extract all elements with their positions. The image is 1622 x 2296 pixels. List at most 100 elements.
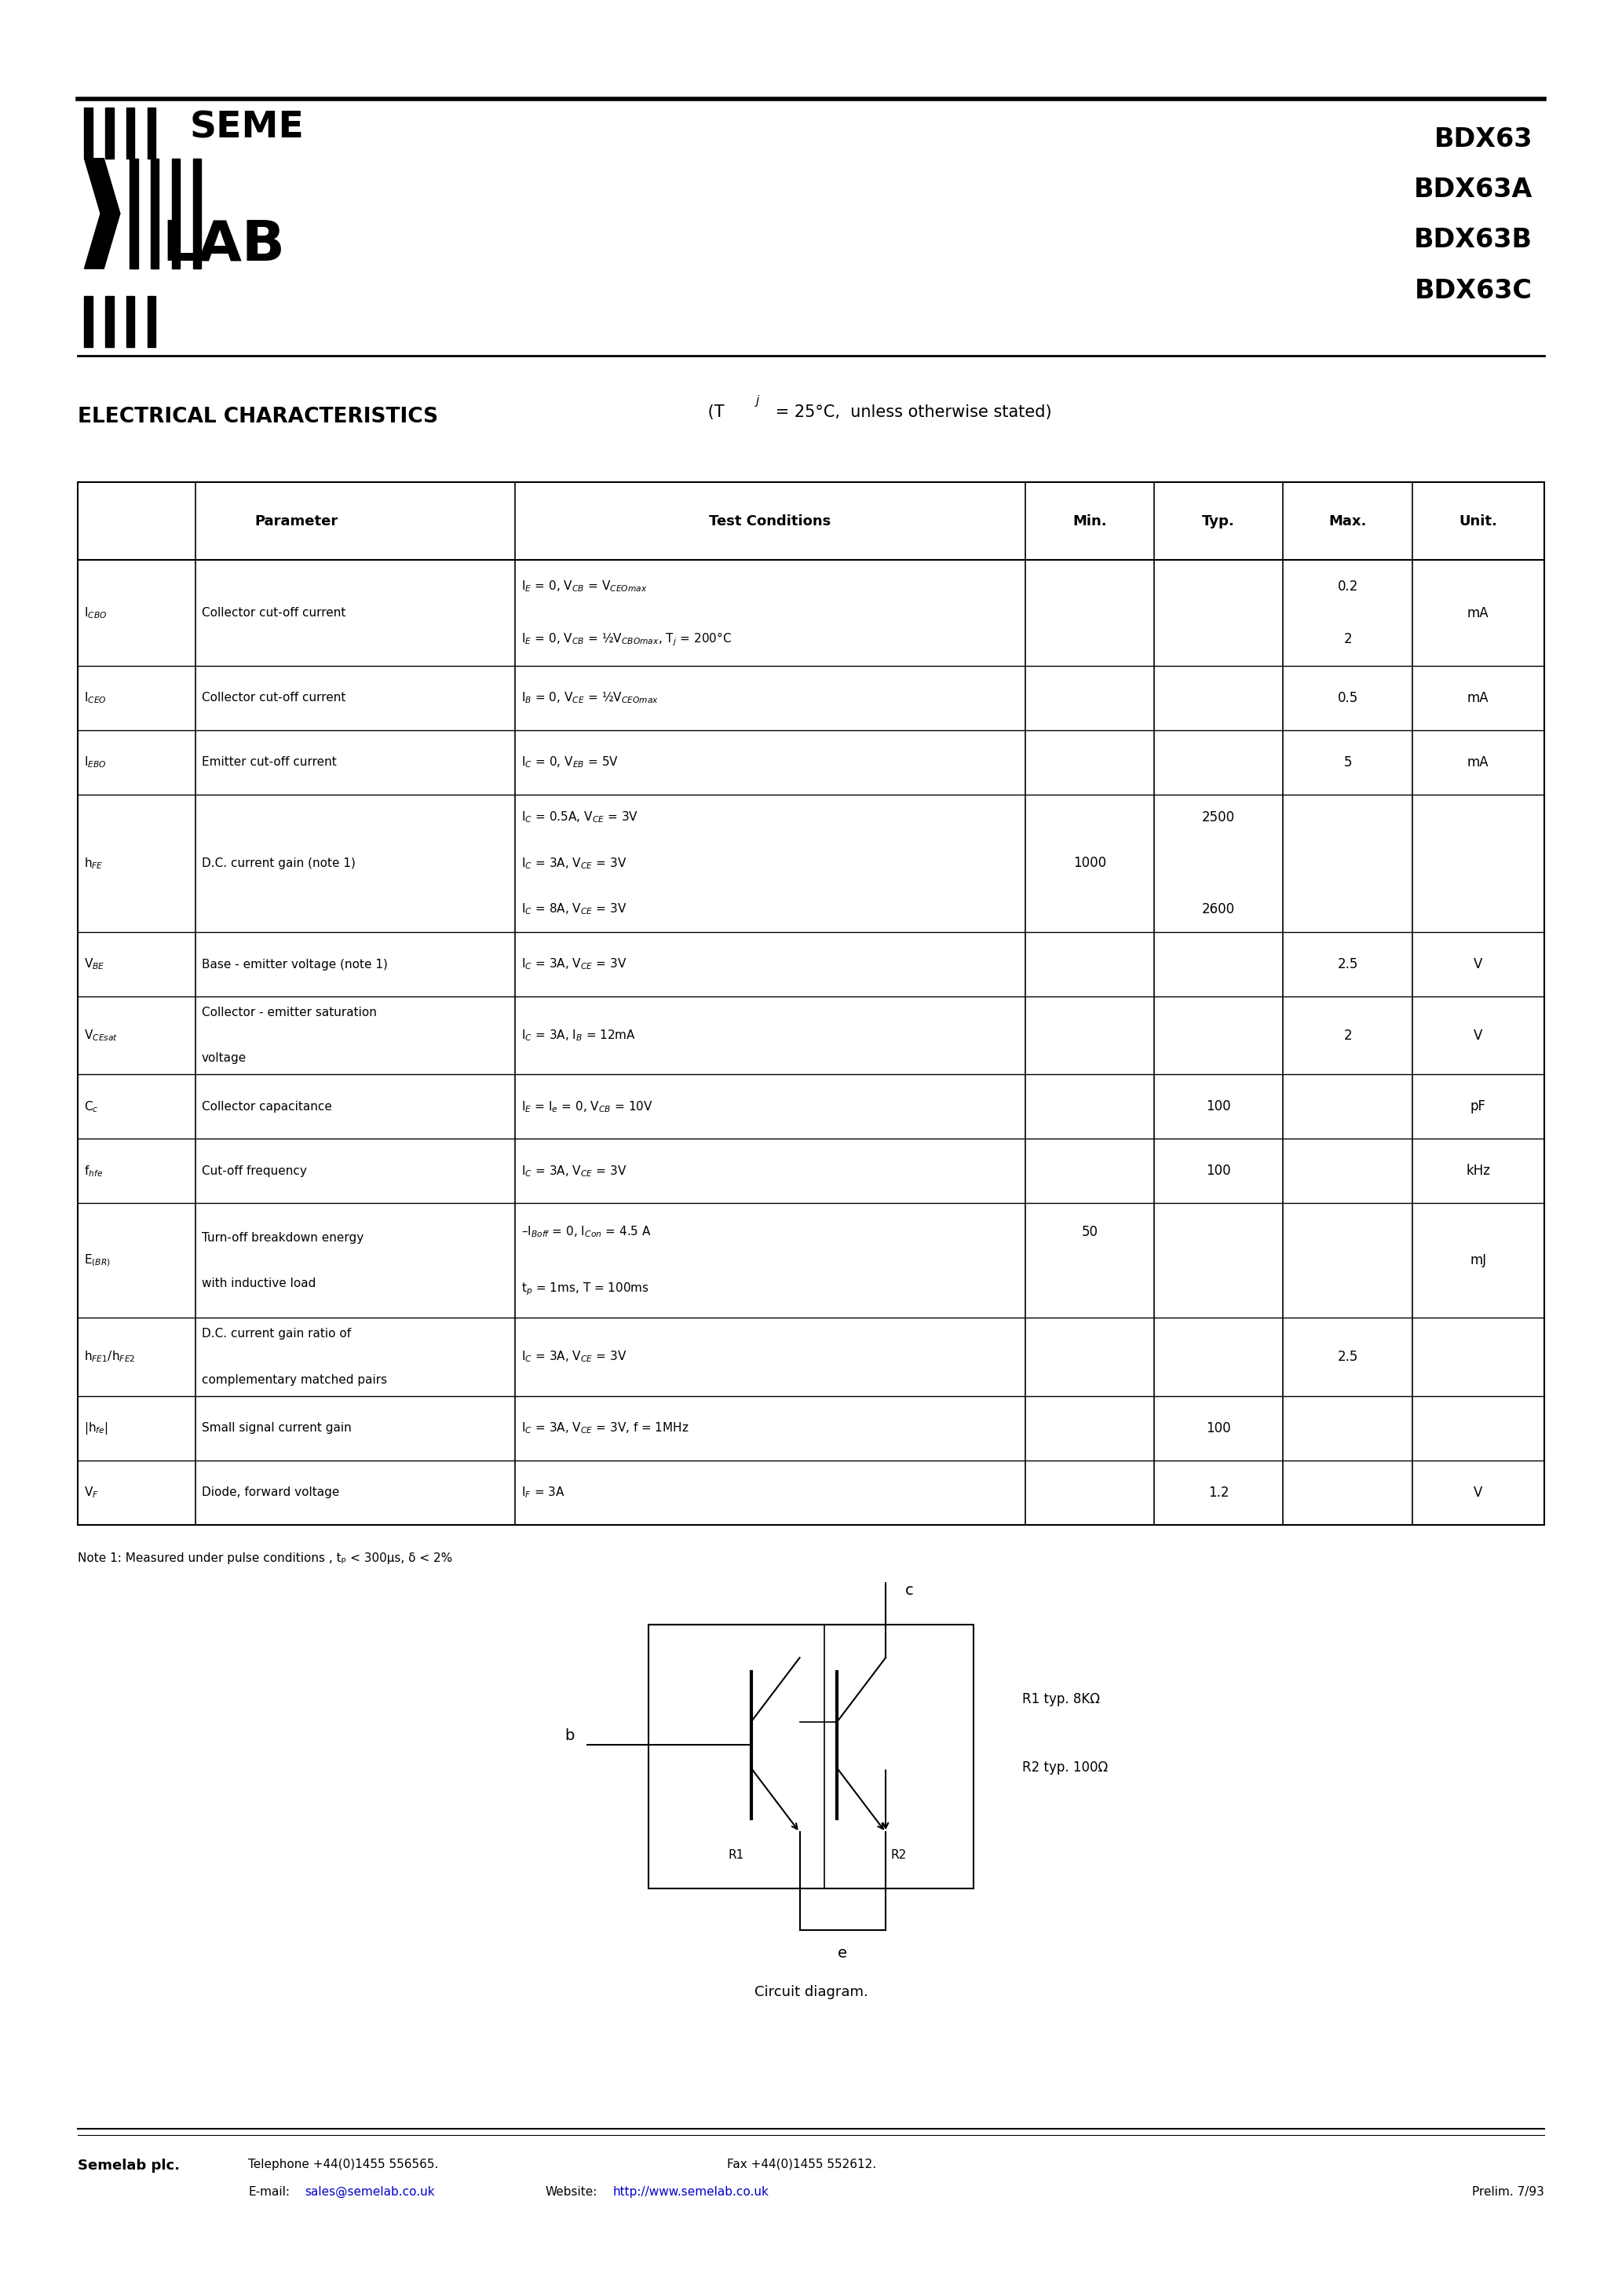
Text: I$_C$ = 3A, V$_{CE}$ = 3V: I$_C$ = 3A, V$_{CE}$ = 3V xyxy=(521,1350,626,1364)
Bar xyxy=(172,158,180,269)
Text: Typ.: Typ. xyxy=(1202,514,1234,528)
Text: 100: 100 xyxy=(1207,1164,1231,1178)
Text: b: b xyxy=(564,1729,574,1743)
Text: Circuit diagram.: Circuit diagram. xyxy=(754,1984,868,2000)
Text: = 25°C,  unless otherwise stated): = 25°C, unless otherwise stated) xyxy=(770,404,1053,420)
Text: Emitter cut-off current: Emitter cut-off current xyxy=(201,755,336,769)
Text: Parameter: Parameter xyxy=(255,514,337,528)
Text: V: V xyxy=(1474,1029,1483,1042)
Text: R2: R2 xyxy=(890,1848,907,1860)
Text: Fax +44(0)1455 552612.: Fax +44(0)1455 552612. xyxy=(727,2158,876,2170)
Text: 2500: 2500 xyxy=(1202,810,1236,824)
Text: Small signal current gain: Small signal current gain xyxy=(201,1421,352,1435)
Text: I$_{EBO}$: I$_{EBO}$ xyxy=(84,755,107,769)
Bar xyxy=(130,158,138,269)
Text: BDX63B: BDX63B xyxy=(1414,227,1533,253)
Text: V$_{BE}$: V$_{BE}$ xyxy=(84,957,105,971)
Text: Unit.: Unit. xyxy=(1458,514,1497,528)
Text: R1 typ. 8KΩ: R1 typ. 8KΩ xyxy=(1022,1692,1100,1706)
Text: I$_F$ = 3A: I$_F$ = 3A xyxy=(521,1486,564,1499)
Text: ELECTRICAL CHARACTERISTICS: ELECTRICAL CHARACTERISTICS xyxy=(78,406,438,427)
Text: Diode, forward voltage: Diode, forward voltage xyxy=(201,1486,339,1499)
Bar xyxy=(84,108,92,158)
Text: BDX63C: BDX63C xyxy=(1414,278,1533,303)
Text: 2.5: 2.5 xyxy=(1337,1350,1358,1364)
Text: I$_E$ = 0, V$_{CB}$ = V$_{CEOmax}$: I$_E$ = 0, V$_{CB}$ = V$_{CEOmax}$ xyxy=(521,579,647,595)
Text: mJ: mJ xyxy=(1470,1254,1486,1267)
Text: 100: 100 xyxy=(1207,1100,1231,1114)
Bar xyxy=(151,158,159,269)
Bar xyxy=(105,296,114,347)
Polygon shape xyxy=(84,214,120,269)
Text: pF: pF xyxy=(1470,1100,1486,1114)
Text: C$_c$: C$_c$ xyxy=(84,1100,99,1114)
Text: kHz: kHz xyxy=(1466,1164,1491,1178)
Text: V: V xyxy=(1474,957,1483,971)
Bar xyxy=(105,108,114,158)
Text: mA: mA xyxy=(1468,606,1489,620)
Text: j: j xyxy=(756,395,759,406)
Text: D.C. current gain (note 1): D.C. current gain (note 1) xyxy=(201,856,355,870)
Text: I$_E$ = I$_e$ = 0, V$_{CB}$ = 10V: I$_E$ = I$_e$ = 0, V$_{CB}$ = 10V xyxy=(521,1100,654,1114)
Text: h$_{FE1}$/h$_{FE2}$: h$_{FE1}$/h$_{FE2}$ xyxy=(84,1350,136,1364)
Text: 2: 2 xyxy=(1343,1029,1351,1042)
Text: 1000: 1000 xyxy=(1074,856,1106,870)
Text: I$_C$ = 3A, V$_{CE}$ = 3V, f = 1MHz: I$_C$ = 3A, V$_{CE}$ = 3V, f = 1MHz xyxy=(521,1421,689,1435)
Text: Collector cut-off current: Collector cut-off current xyxy=(201,606,345,620)
Text: Collector - emitter saturation: Collector - emitter saturation xyxy=(201,1006,376,1019)
Text: voltage: voltage xyxy=(201,1052,247,1065)
Text: Semelab plc.: Semelab plc. xyxy=(78,2158,180,2172)
Text: 5: 5 xyxy=(1343,755,1351,769)
Text: 0.5: 0.5 xyxy=(1338,691,1358,705)
Text: f$_{hfe}$: f$_{hfe}$ xyxy=(84,1164,104,1178)
Text: BDX63A: BDX63A xyxy=(1414,177,1533,202)
Text: c: c xyxy=(905,1584,913,1598)
Text: Website:: Website: xyxy=(545,2186,597,2197)
Text: t$_p$ = 1ms, T = 100ms: t$_p$ = 1ms, T = 100ms xyxy=(521,1281,649,1297)
Text: sales@semelab.co.uk: sales@semelab.co.uk xyxy=(305,2186,435,2197)
Text: Collector capacitance: Collector capacitance xyxy=(201,1100,333,1114)
Text: Telephone +44(0)1455 556565.: Telephone +44(0)1455 556565. xyxy=(248,2158,438,2170)
Text: I$_{CEO}$: I$_{CEO}$ xyxy=(84,691,107,705)
Text: complementary matched pairs: complementary matched pairs xyxy=(201,1373,388,1387)
Text: 1.2: 1.2 xyxy=(1208,1486,1229,1499)
Text: 50: 50 xyxy=(1082,1224,1098,1240)
Text: Cut-off frequency: Cut-off frequency xyxy=(201,1164,307,1178)
Text: –I$_{Boff}$ = 0, I$_{Con}$ = 4.5 A: –I$_{Boff}$ = 0, I$_{Con}$ = 4.5 A xyxy=(521,1224,652,1240)
Text: BDX63: BDX63 xyxy=(1434,126,1533,152)
Bar xyxy=(127,108,135,158)
Text: I$_C$ = 0, V$_{EB}$ = 5V: I$_C$ = 0, V$_{EB}$ = 5V xyxy=(521,755,618,769)
Text: R1: R1 xyxy=(728,1848,744,1860)
Text: mA: mA xyxy=(1468,755,1489,769)
Text: 0.2: 0.2 xyxy=(1337,579,1358,595)
Text: with inductive load: with inductive load xyxy=(201,1277,316,1290)
Bar xyxy=(649,1626,973,1887)
Text: I$_C$ = 3A, V$_{CE}$ = 3V: I$_C$ = 3A, V$_{CE}$ = 3V xyxy=(521,856,626,870)
Text: E$_{(BR)}$: E$_{(BR)}$ xyxy=(84,1254,110,1267)
Text: mA: mA xyxy=(1468,691,1489,705)
Text: h$_{FE}$: h$_{FE}$ xyxy=(84,856,104,870)
Text: R2 typ. 100Ω: R2 typ. 100Ω xyxy=(1022,1761,1108,1775)
Text: Collector cut-off current: Collector cut-off current xyxy=(201,691,345,705)
Text: 2.5: 2.5 xyxy=(1337,957,1358,971)
Polygon shape xyxy=(84,158,120,214)
Text: I$_C$ = 8A, V$_{CE}$ = 3V: I$_C$ = 8A, V$_{CE}$ = 3V xyxy=(521,902,626,916)
Text: V$_{CEsat}$: V$_{CEsat}$ xyxy=(84,1029,118,1042)
Text: Prelim. 7/93: Prelim. 7/93 xyxy=(1473,2186,1544,2197)
Text: I$_{CBO}$: I$_{CBO}$ xyxy=(84,606,107,620)
Text: 100: 100 xyxy=(1207,1421,1231,1435)
Text: Max.: Max. xyxy=(1328,514,1367,528)
Text: (T: (T xyxy=(702,404,723,420)
Text: |h$_{fe}$|: |h$_{fe}$| xyxy=(84,1421,109,1435)
Bar xyxy=(193,158,201,269)
Text: I$_C$ = 3A, I$_B$ = 12mA: I$_C$ = 3A, I$_B$ = 12mA xyxy=(521,1029,636,1042)
Text: Min.: Min. xyxy=(1072,514,1106,528)
Text: I$_E$ = 0, V$_{CB}$ = ½V$_{CBOmax}$, T$_j$ = 200°C: I$_E$ = 0, V$_{CB}$ = ½V$_{CBOmax}$, T$_… xyxy=(521,631,732,647)
Text: V: V xyxy=(1474,1486,1483,1499)
Text: I$_C$ = 3A, V$_{CE}$ = 3V: I$_C$ = 3A, V$_{CE}$ = 3V xyxy=(521,1164,626,1178)
Text: Base - emitter voltage (note 1): Base - emitter voltage (note 1) xyxy=(201,957,388,971)
Text: http://www.semelab.co.uk: http://www.semelab.co.uk xyxy=(613,2186,769,2197)
Text: SEME: SEME xyxy=(190,110,305,145)
Text: D.C. current gain ratio of: D.C. current gain ratio of xyxy=(201,1327,350,1341)
Bar xyxy=(84,296,92,347)
